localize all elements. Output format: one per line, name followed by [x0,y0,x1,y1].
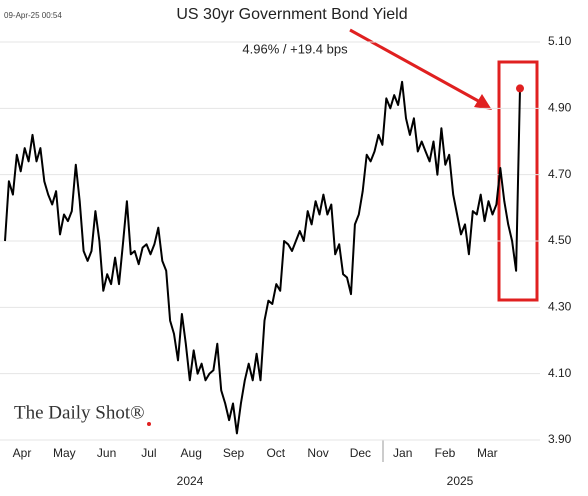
logo-dot [147,422,151,426]
timestamp: 09-Apr-25 00:54 [4,11,62,20]
x-tick-label: May [53,446,76,460]
x-tick-label: Jan [393,446,412,460]
y-tick-label: 3.90 [548,432,572,446]
x-tick-label: Apr [13,446,32,460]
x-tick-label: Sep [223,446,245,460]
last-point [516,84,524,93]
x-tick-label: Aug [181,446,202,460]
year-label: 2024 [177,474,204,488]
x-tick-label: Feb [435,446,456,460]
x-tick-label: Nov [307,446,328,460]
x-tick-label: Jul [141,446,156,460]
arrow-shaft [349,28,483,105]
y-tick-label: 4.70 [548,167,572,181]
source-logo: The Daily Shot® [14,402,145,423]
x-tick-label: Oct [266,446,285,460]
y-tick-label: 5.10 [548,34,572,48]
y-tick-label: 4.50 [548,233,572,247]
chart-title: US 30yr Government Bond Yield [176,6,407,23]
year-label: 2025 [447,474,474,488]
annotation: 4.96% / +19.4 bps [242,41,348,56]
y-tick-label: 4.90 [548,101,572,115]
y-tick-label: 4.10 [548,366,572,380]
arrow-head [474,94,492,110]
x-tick-label: Jun [97,446,116,460]
x-tick-label: Mar [477,446,498,460]
y-tick-label: 4.30 [548,300,572,314]
line-series [4,80,521,435]
x-tick-label: Dec [350,446,371,460]
